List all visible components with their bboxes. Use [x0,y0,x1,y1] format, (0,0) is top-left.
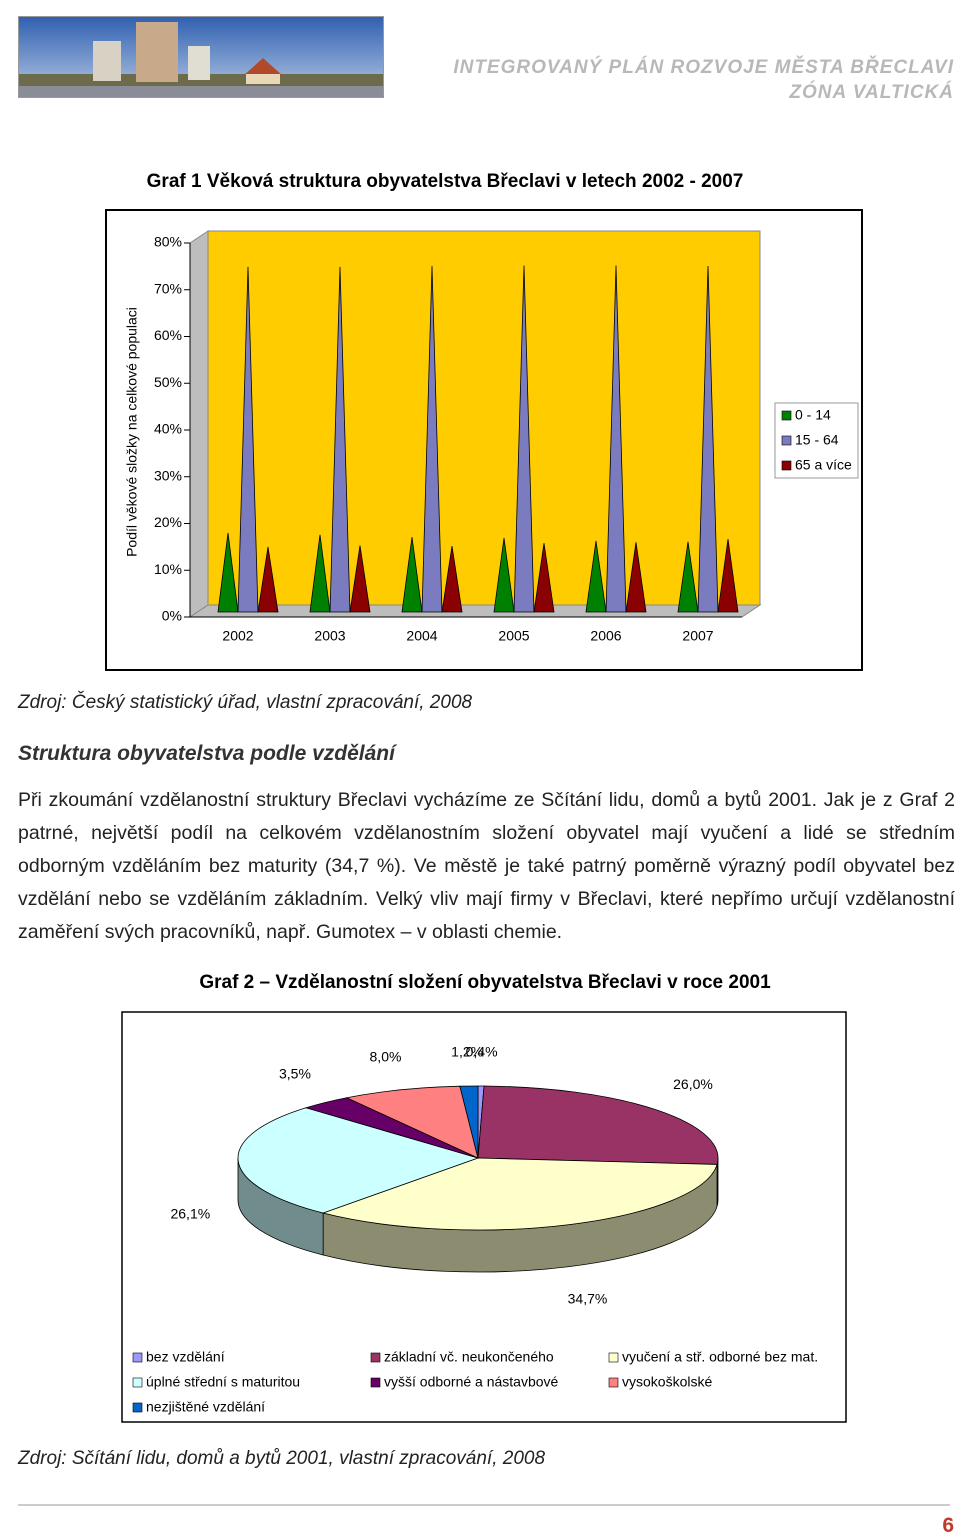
x-tick-label: 2002 [222,628,253,644]
legend-label: vyučení a stř. odborné bez mat. [622,1349,818,1365]
y-tick-label: 20% [154,514,182,530]
legend-swatch [370,1352,381,1363]
data-label: 34,7% [568,1291,608,1307]
paragraph: Při zkoumání vzdělanostní struktury Břec… [18,789,955,943]
legend-swatch [781,410,792,421]
legend-swatch [132,1402,143,1413]
pie-slice [477,1085,719,1165]
legend-swatch [781,460,792,471]
legend-swatch [132,1352,143,1363]
cone [217,532,239,613]
cone [401,537,423,613]
cone [533,543,555,613]
header-title: INTEGROVANÝ PLÁN ROZVOJE MĚSTA BŘECLAVI [453,57,954,78]
data-label: 8,0% [370,1049,402,1065]
chart-title: Graf 2 – Vzdělanostní složení obyvatelst… [199,972,771,993]
y-tick-label: 30% [154,467,182,483]
cone [441,545,463,613]
cone [513,265,535,613]
x-tick-label: 2003 [314,628,345,644]
y-tick-label: 60% [154,327,182,343]
legend-label: 65 a více [795,457,852,473]
cone [625,542,647,613]
header-subtitle: ZÓNA VALTICKÁ [789,82,954,103]
cone [697,265,719,613]
cone [237,266,259,613]
section-heading: Struktura obyvatelstva podle vzdělání [18,742,395,765]
y-tick-label: 50% [154,374,182,390]
cone [421,265,443,613]
cone [717,538,739,613]
cone [349,545,371,613]
y-tick-label: 0% [162,608,182,624]
legend-label: 15 - 64 [795,432,839,448]
cone [257,546,279,613]
chart-title: Graf 1 Věková struktura obyvatelstva Bře… [146,171,744,192]
x-tick-label: 2004 [406,628,437,644]
legend-label: 0 - 14 [795,407,831,423]
legend-label: úplné střední s maturitou [146,1374,300,1390]
legend-swatch [608,1352,619,1363]
chart-1: Podíl věkové složky na celkové populaci … [105,209,863,671]
pie-slice [459,1085,479,1159]
x-tick-label: 2006 [590,628,621,644]
legend-label: vysokoškolské [622,1374,712,1390]
cone [605,265,627,613]
y-axis-title: Podíl věkové složky na celkové populaci [124,307,140,557]
cone [677,541,699,613]
cone [493,538,515,613]
header-photo [18,16,384,98]
cone [329,266,351,613]
pie-slice [237,1107,480,1214]
x-tick-label: 2005 [498,628,529,644]
legend-swatch [781,435,792,446]
legend-label: základní vč. neukončeného [384,1349,554,1365]
source: Zdroj: Sčítání lidu, domů a bytů 2001, v… [18,1448,546,1469]
legend-swatch [370,1377,381,1388]
y-tick-label: 40% [154,421,182,437]
pie-slice [321,1157,718,1231]
legend-swatch [608,1377,619,1388]
data-label: 26,1% [170,1205,210,1221]
legend-label: bez vzdělání [146,1349,225,1365]
y-tick-label: 10% [154,561,182,577]
data-label: 26,0% [673,1076,713,1092]
footer [18,1504,950,1506]
y-tick-label: 80% [154,234,182,250]
x-tick-label: 2007 [682,628,713,644]
legend-swatch [132,1377,143,1388]
data-label: 0,4% [466,1044,498,1060]
cone [309,534,331,613]
page-number: 6 [942,1514,954,1537]
legend-label: nezjištěné vzdělání [146,1399,265,1415]
chart-2: 0,4% 26,0% 34,7% 26,1% 3,5% 8,0% 1,2% bez vzděl… [121,1011,847,1423]
source: Zdroj: Český statistický úřad, vlastní z… [18,692,473,713]
legend-label: vyšší odborné a nástavbové [384,1374,559,1390]
pie-slice [345,1085,479,1159]
data-label: 3,5% [279,1066,311,1082]
data-label: 1,2% [451,1044,483,1060]
y-tick-label: 70% [154,280,182,296]
cone [585,540,607,613]
